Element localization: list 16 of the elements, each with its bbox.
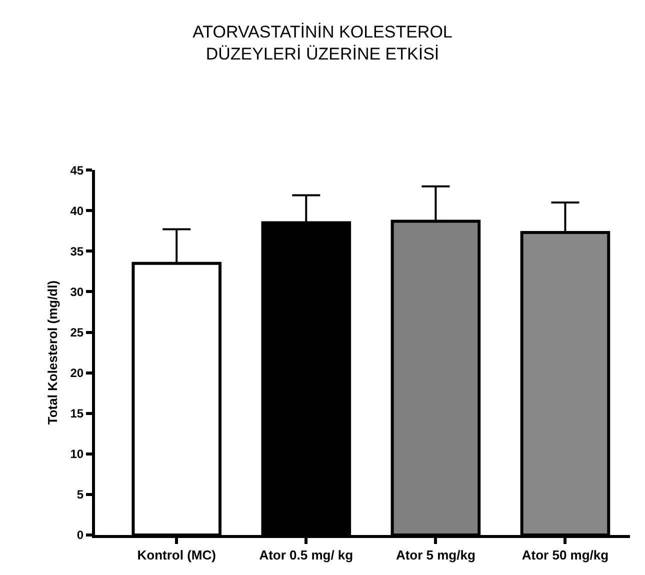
x-tick-label: Kontrol (MC) xyxy=(137,548,216,563)
y-tick-label: 40 xyxy=(70,204,84,218)
y-tick-label: 30 xyxy=(70,284,84,299)
y-tick-label: 0 xyxy=(76,528,84,542)
x-tick-label: Ator 0.5 mg/ kg xyxy=(259,548,354,563)
y-tick-label: 35 xyxy=(70,244,84,258)
y-axis-title: Total Kolesterol (mg/dl) xyxy=(45,280,60,425)
y-tick-label: 10 xyxy=(70,447,84,462)
y-tick-label: 15 xyxy=(70,406,84,421)
x-tick-label: Ator 50 mg/kg xyxy=(522,548,609,563)
y-tick-label: 45 xyxy=(70,163,84,178)
y-tick-label: 20 xyxy=(70,366,84,380)
y-tick-label: 5 xyxy=(76,488,84,502)
y-tick-label: 25 xyxy=(70,325,84,340)
x-tick-label: Ator 5 mg/kg xyxy=(396,548,476,563)
chart-title: ATORVASTATİNİN KOLESTEROL DÜZEYLERİ ÜZERİNE ETKİSİ xyxy=(192,22,452,64)
